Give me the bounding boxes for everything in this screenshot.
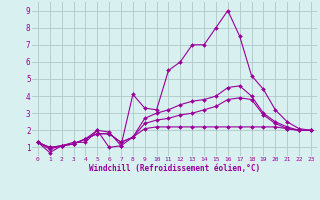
X-axis label: Windchill (Refroidissement éolien,°C): Windchill (Refroidissement éolien,°C) xyxy=(89,164,260,173)
